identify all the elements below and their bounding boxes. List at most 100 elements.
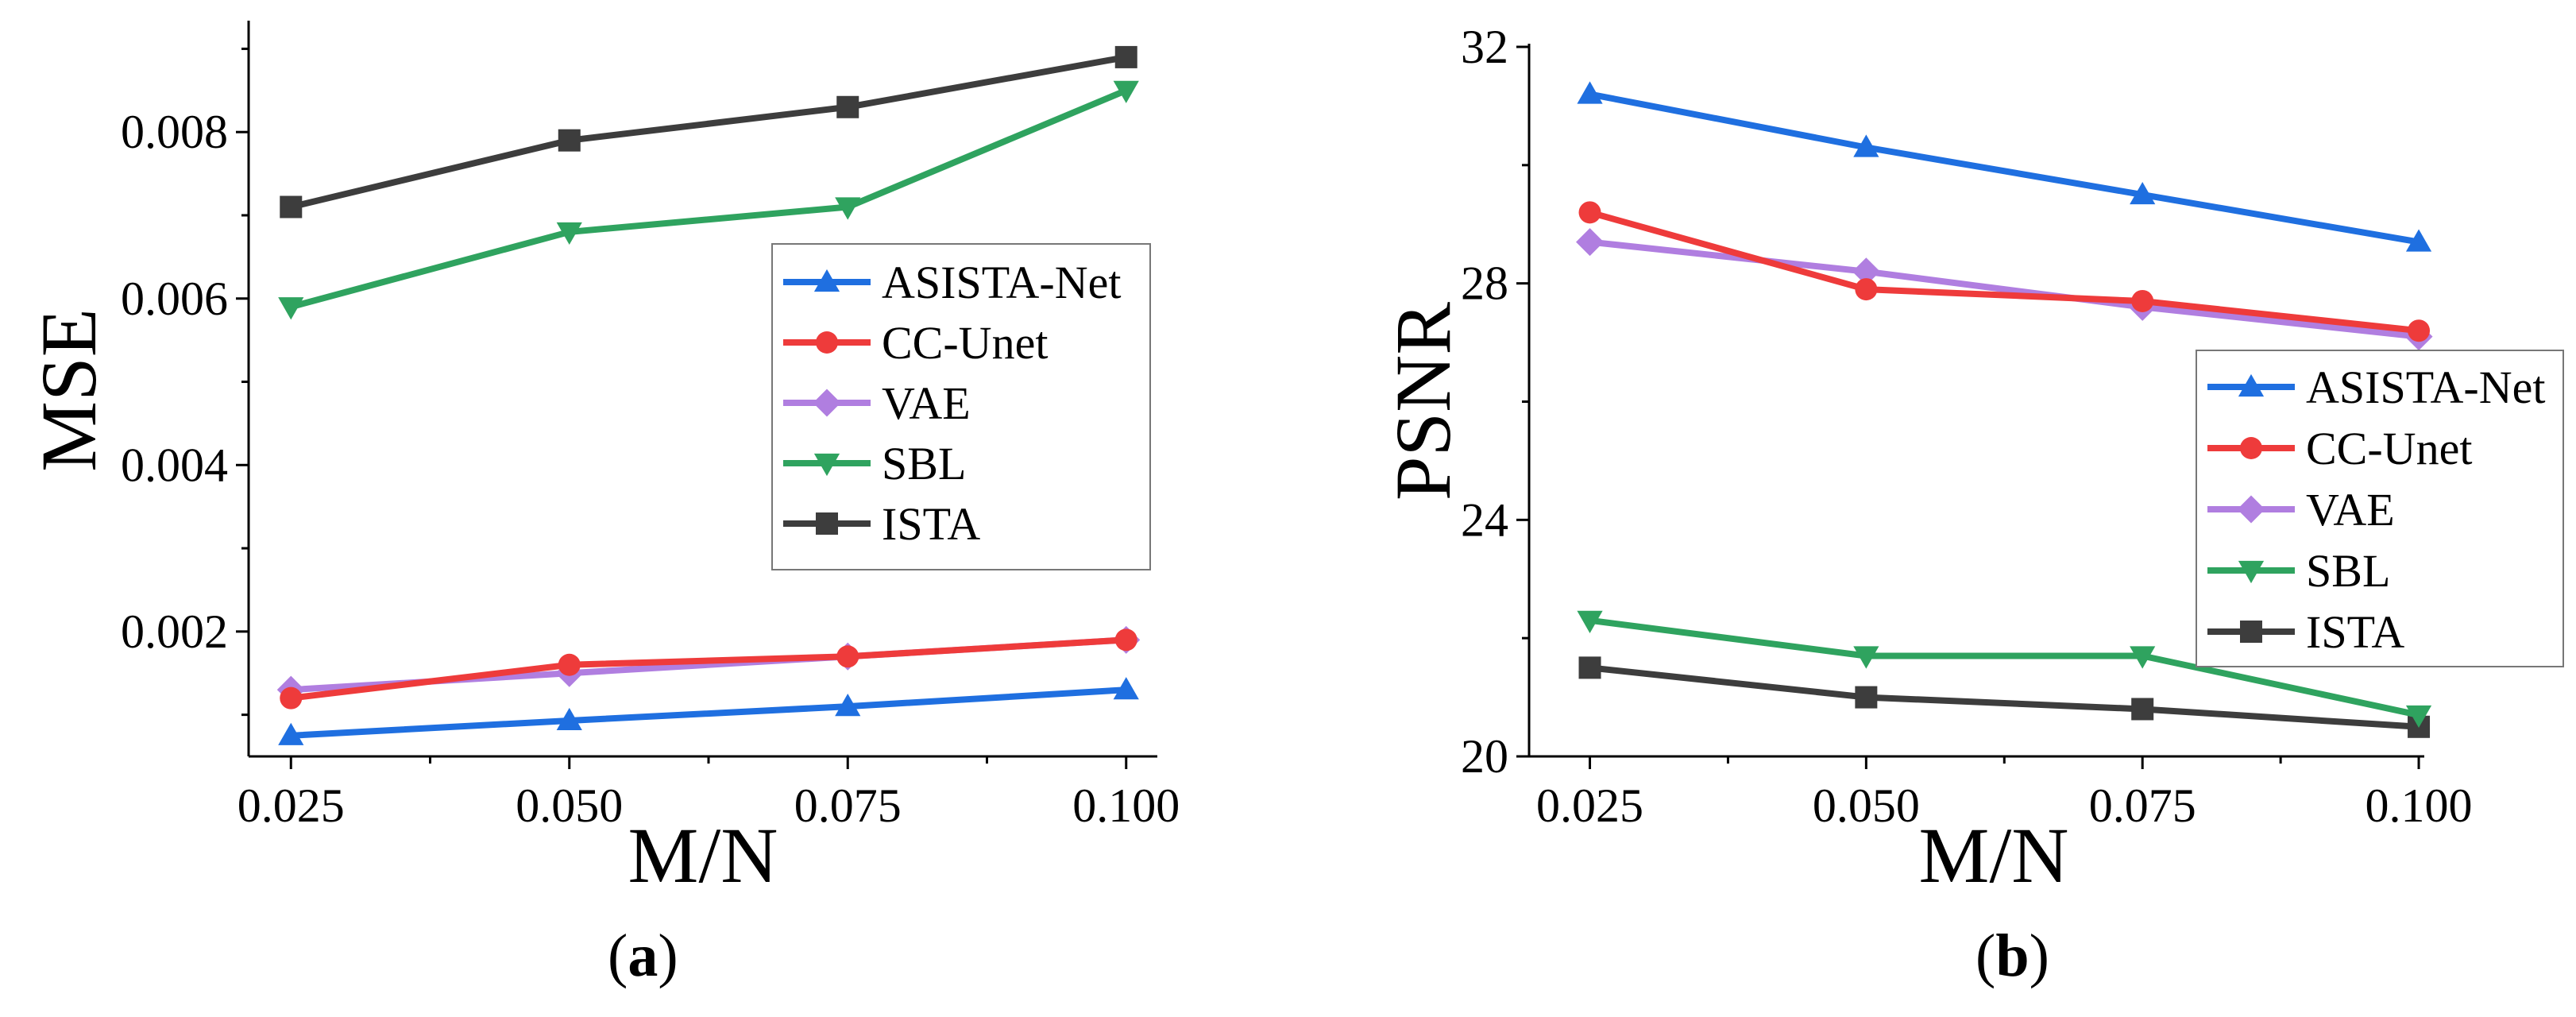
- series-line: [288, 53, 1130, 211]
- data-point: [556, 707, 582, 731]
- series-asista-net: [1577, 81, 2432, 252]
- data-point: [1576, 228, 1605, 257]
- legend-entry: SBL: [882, 438, 966, 489]
- legend-entry: ISTA: [882, 498, 980, 550]
- data-point: [1855, 686, 1878, 709]
- legend-swatch-marker: [2238, 560, 2265, 584]
- legend-entry: ASISTA-Net: [2306, 362, 2545, 413]
- legend-swatch-marker: [2240, 437, 2262, 459]
- y-tick-label: 24: [1461, 493, 1508, 546]
- legend-swatch-marker: [2240, 621, 2262, 643]
- series-sbl: [278, 80, 1139, 320]
- data-point: [1114, 45, 1137, 68]
- legend-entry: CC-Unet: [2306, 423, 2472, 474]
- series-line: [1586, 91, 2423, 246]
- data-point: [2130, 646, 2156, 669]
- data-point: [558, 653, 581, 676]
- data-point: [558, 129, 581, 152]
- data-point: [278, 722, 304, 745]
- caption-paren-open: (: [1975, 922, 1995, 989]
- series-line: [1586, 238, 2423, 340]
- x-tick-label: 0.025: [1536, 779, 1643, 832]
- x-tick-label: 0.025: [238, 779, 345, 832]
- panel-caption: (a): [608, 922, 678, 989]
- data-point: [2408, 319, 2431, 342]
- legend-swatch-marker: [2237, 495, 2265, 524]
- legend-entry: CC-Unet: [882, 317, 1048, 369]
- panel-caption: (b): [1975, 922, 2049, 989]
- series-ista: [1578, 656, 2431, 738]
- y-tick-label: 28: [1461, 257, 1508, 310]
- legend-swatch-marker: [813, 269, 840, 292]
- series-cc-unet: [1578, 201, 2431, 342]
- y-tick-label: 0.004: [121, 439, 228, 491]
- x-axis-title: M/N: [1919, 811, 2069, 899]
- series-vae: [1576, 228, 2433, 351]
- series-line: [288, 87, 1130, 311]
- caption-letter: a: [628, 922, 658, 989]
- data-point: [1578, 656, 1601, 679]
- legend-swatch-marker: [813, 453, 840, 477]
- x-tick-label: 0.075: [2089, 779, 2196, 832]
- legend-entry: VAE: [882, 377, 971, 429]
- data-point: [280, 195, 303, 218]
- data-point: [836, 95, 859, 118]
- legend-entry: SBL: [2306, 545, 2390, 597]
- legend: ASISTA-Net CC-Unet VAE SBL ISTA: [771, 243, 1151, 570]
- data-point: [1852, 257, 1880, 286]
- series-line: [1586, 209, 2423, 334]
- chart-panel-b: 20 24 28 32 0.025 0.050 0.075 0.100 PSNR M/N ASIST…: [1379, 21, 2564, 989]
- caption-letter: b: [1995, 922, 2029, 989]
- legend-swatch-marker: [816, 512, 838, 535]
- series-sbl: [1577, 610, 2432, 729]
- data-point: [2131, 289, 2154, 312]
- data-point: [1577, 610, 1603, 633]
- chart-panel-a: 0.002 0.004 0.006 0.008 0.025 0.050 0.075 0.100…: [25, 21, 1180, 989]
- data-point: [1578, 201, 1601, 224]
- data-point: [2405, 705, 2432, 729]
- series-asista-net: [278, 677, 1139, 745]
- x-tick-label: 0.050: [1813, 779, 1920, 832]
- series-ista: [280, 45, 1137, 218]
- data-point: [1853, 134, 1879, 157]
- y-tick-label: 32: [1461, 21, 1508, 73]
- series-line: [1586, 664, 2423, 730]
- data-point: [835, 197, 861, 220]
- data-point: [1853, 646, 1879, 669]
- data-point: [1577, 81, 1603, 104]
- legend-swatch-marker: [2238, 373, 2265, 397]
- data-point: [280, 686, 303, 710]
- x-axis-title: M/N: [628, 811, 778, 899]
- data-point: [835, 694, 861, 717]
- y-tick-label: 0.008: [121, 106, 228, 158]
- data-point: [836, 645, 859, 668]
- x-tick-label: 0.100: [1072, 779, 1180, 832]
- data-point: [556, 222, 582, 246]
- series-line: [288, 636, 1130, 702]
- data-point: [1113, 80, 1139, 103]
- legend-swatch-marker: [816, 331, 838, 354]
- series-cc-unet: [280, 628, 1137, 710]
- legend-swatch-marker: [813, 389, 841, 417]
- data-point: [278, 297, 304, 320]
- caption-paren-open: (: [608, 922, 628, 989]
- data-point: [1113, 677, 1139, 700]
- legend-entry: ISTA: [2306, 606, 2404, 658]
- caption-paren-close: ): [658, 922, 678, 989]
- y-tick-label: 0.006: [121, 273, 228, 325]
- data-point: [2405, 229, 2432, 252]
- y-tick-label: 20: [1461, 730, 1508, 783]
- data-point: [1855, 278, 1878, 301]
- data-point: [2131, 698, 2154, 721]
- y-axis-title: PSNR: [1379, 302, 1467, 501]
- data-point: [1114, 628, 1137, 652]
- series-vae: [276, 625, 1141, 704]
- data-point: [2130, 181, 2156, 205]
- caption-paren-close: ): [2030, 922, 2049, 989]
- x-tick-label: 0.075: [794, 779, 902, 832]
- legend: ASISTA-Net CC-Unet VAE SBL ISTA: [2196, 350, 2564, 667]
- legend-entry: VAE: [2306, 484, 2395, 536]
- y-tick-label: 0.002: [121, 605, 228, 658]
- series-line: [1586, 617, 2423, 718]
